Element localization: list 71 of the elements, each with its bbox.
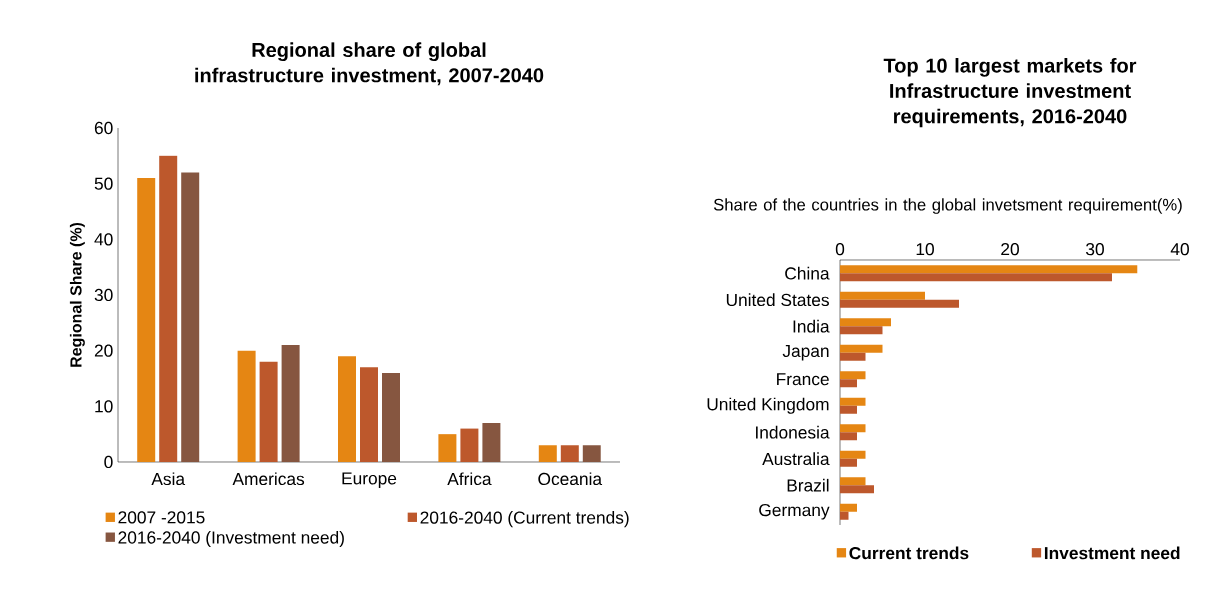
- y-tick-label: 60: [94, 121, 113, 135]
- y-tick-label: 0: [104, 455, 113, 469]
- x-tick-label: Asia: [151, 472, 186, 486]
- bar: [840, 458, 857, 467]
- y-axis-title: Regional Share (%): [69, 222, 85, 367]
- bar: [840, 379, 857, 388]
- bar: [840, 273, 1112, 282]
- x-tick-label: 10: [916, 243, 934, 256]
- bar: [538, 445, 557, 462]
- y-tick-label: Indonesia: [756, 425, 830, 439]
- y-tick-label: Australia: [762, 452, 830, 466]
- y-tick-label: United Kingdom: [707, 397, 829, 414]
- x-tick-label: 40: [1170, 243, 1189, 256]
- y-tick-label: Germany: [759, 503, 830, 520]
- bar: [840, 485, 874, 494]
- bar: [840, 344, 883, 353]
- legend-label: 2007 -2015: [118, 511, 205, 524]
- bar: [840, 371, 866, 380]
- x-tick-label: 30: [1086, 243, 1104, 256]
- x-tick-label: 0: [835, 243, 845, 256]
- x-axis-title: Share of the countries in the global invetsment requirement(%): [713, 198, 1182, 214]
- y-tick-label: 30: [94, 288, 113, 302]
- bar: [840, 397, 866, 406]
- bar: [840, 318, 891, 327]
- x-tick-label: Europe: [342, 472, 397, 488]
- bar: [840, 450, 866, 459]
- y-tick-label: 50: [94, 177, 113, 190]
- x-tick-label: 20: [1001, 243, 1019, 256]
- bar: [438, 434, 457, 462]
- legend-label: 2016-2040 (Current trends): [420, 511, 629, 528]
- y-tick-label: India: [793, 319, 830, 333]
- legend-label: Current trends: [849, 546, 969, 560]
- bar: [281, 345, 300, 462]
- bar: [840, 477, 866, 486]
- bar: [460, 428, 479, 462]
- bar: [840, 299, 959, 308]
- bar: [259, 361, 278, 462]
- bar: [840, 326, 883, 335]
- y-tick-label: Brazil: [787, 478, 829, 492]
- bar: [840, 503, 857, 512]
- y-tick-label: United States: [726, 293, 829, 307]
- y-tick-label: 20: [94, 344, 113, 357]
- x-tick-label: Africa: [447, 472, 492, 486]
- bar: [582, 445, 601, 462]
- bar: [360, 367, 378, 462]
- y-tick-label: France: [777, 373, 829, 386]
- y-tick-label: 10: [95, 400, 113, 413]
- bar: [338, 356, 356, 462]
- bar: [137, 178, 156, 462]
- bar: [840, 511, 849, 520]
- bar: [840, 432, 857, 441]
- chart-title: Regional share of global infrastructure investment, 2007-2040: [195, 42, 544, 86]
- bar: [840, 352, 866, 361]
- bar: [382, 372, 400, 462]
- bar: [840, 405, 857, 414]
- y-tick-label: China: [785, 266, 830, 280]
- bar: [840, 424, 866, 433]
- bar: [482, 423, 501, 462]
- bar: [237, 350, 256, 462]
- legend-label: Investment need: [1044, 546, 1180, 560]
- bar: [840, 265, 1138, 274]
- y-tick-label: Japan: [782, 344, 829, 361]
- y-tick-label: 40: [94, 233, 113, 246]
- bar: [560, 445, 579, 462]
- legend-label: 2016-2040 (Investment need): [118, 530, 344, 548]
- bar: [840, 291, 925, 300]
- x-tick-label: Americas: [232, 472, 305, 486]
- chart-title: Top 10 largest markets for Infrastructure investment requirements, 2016-2040: [883, 57, 1137, 128]
- x-tick-label: Oceania: [538, 472, 603, 486]
- bar: [159, 155, 178, 462]
- bar: [181, 172, 200, 462]
